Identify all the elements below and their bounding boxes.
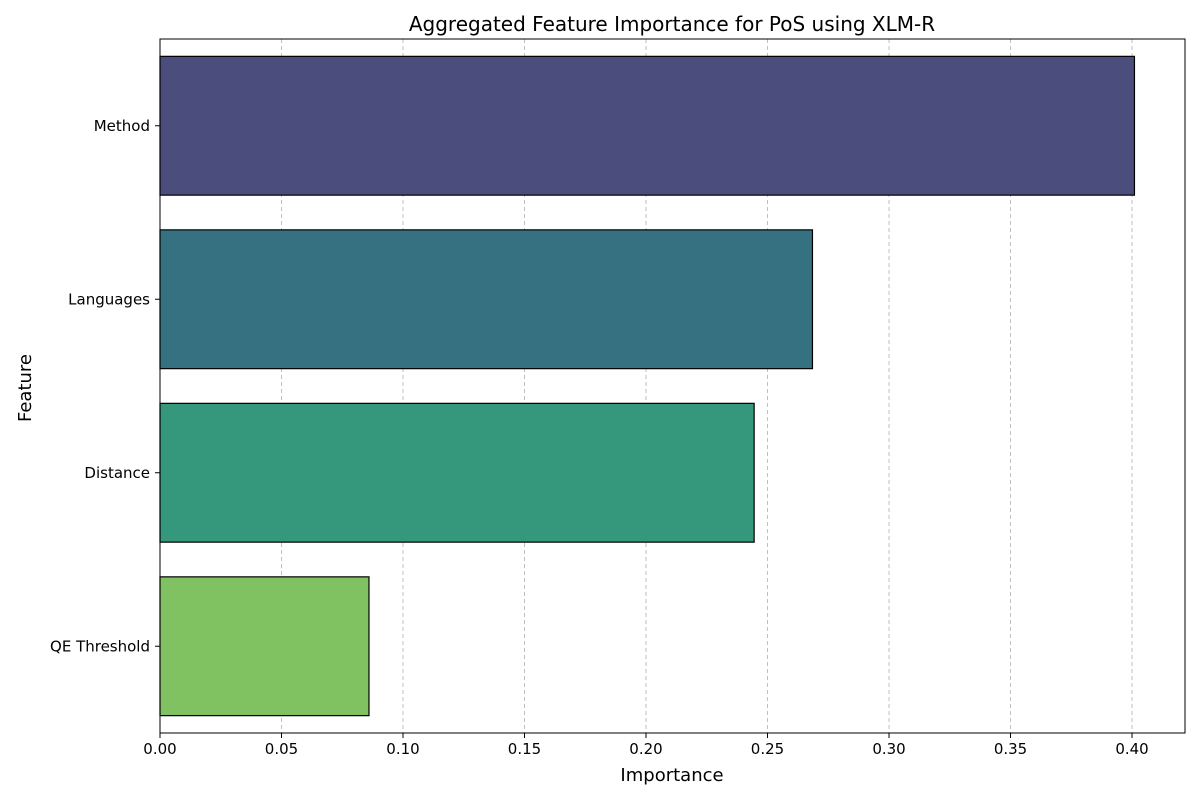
y-tick-label: QE Threshold xyxy=(50,637,150,655)
bar-distance xyxy=(159,402,755,543)
plot-frame xyxy=(159,38,1186,734)
x-tick-label: 0.20 xyxy=(629,740,662,758)
x-axis-ticks: 0.00 0.05 0.10 0.15 0.20 0.25 0.30 0.35 0.40 xyxy=(143,733,1149,758)
y-axis-ticks: Method Languages Distance QE Threshold xyxy=(50,117,160,655)
y-axis-label: Feature xyxy=(15,354,36,422)
y-tick-label: Languages xyxy=(68,290,150,308)
x-tick-label: 0.30 xyxy=(872,740,905,758)
x-tick-label: 0.25 xyxy=(751,740,784,758)
chart-title: Aggregated Feature Importance for PoS us… xyxy=(409,12,935,36)
y-tick-label: Distance xyxy=(84,464,150,482)
x-tick-label: 0.35 xyxy=(994,740,1027,758)
x-tick-label: 0.40 xyxy=(1115,740,1148,758)
x-tick-label: 0.00 xyxy=(143,740,176,758)
x-tick-label: 0.05 xyxy=(265,740,298,758)
bar-method xyxy=(159,55,1136,196)
bars xyxy=(159,55,1136,717)
x-tick-label: 0.10 xyxy=(386,740,419,758)
y-tick-label: Method xyxy=(94,117,150,135)
bar-qe-threshold xyxy=(159,576,370,717)
x-axis-label: Importance xyxy=(620,765,723,786)
x-tick-label: 0.15 xyxy=(508,740,541,758)
bar-languages xyxy=(159,229,814,370)
